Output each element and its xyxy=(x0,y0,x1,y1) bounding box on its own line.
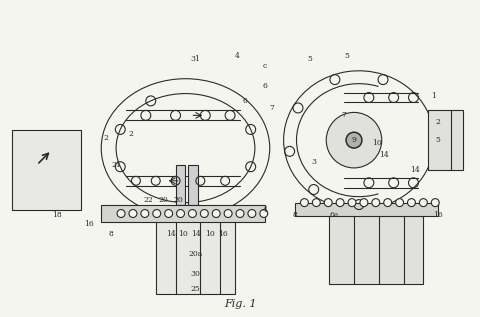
Text: 16: 16 xyxy=(433,210,443,218)
Text: 4: 4 xyxy=(263,205,267,214)
Circle shape xyxy=(408,199,416,207)
Text: 16: 16 xyxy=(84,220,94,229)
Text: 5: 5 xyxy=(307,55,312,63)
Text: 16: 16 xyxy=(218,230,228,238)
Text: 10: 10 xyxy=(205,230,215,238)
Circle shape xyxy=(129,210,137,217)
Text: 2: 2 xyxy=(104,134,108,142)
Circle shape xyxy=(346,132,362,148)
Bar xyxy=(12,130,82,210)
Bar xyxy=(428,110,463,170)
Circle shape xyxy=(360,199,368,207)
Circle shape xyxy=(117,210,125,217)
Text: 10: 10 xyxy=(372,139,382,147)
Text: 20: 20 xyxy=(159,196,168,204)
Bar xyxy=(156,215,235,294)
Circle shape xyxy=(189,210,196,217)
Text: 31: 31 xyxy=(191,55,200,63)
Circle shape xyxy=(336,199,344,207)
Circle shape xyxy=(420,199,427,207)
Text: 2: 2 xyxy=(129,130,133,138)
Text: 7: 7 xyxy=(342,111,347,120)
Circle shape xyxy=(236,210,244,217)
Circle shape xyxy=(224,210,232,217)
Bar xyxy=(189,165,198,204)
Text: 30: 30 xyxy=(191,270,200,278)
Bar xyxy=(101,204,265,223)
Circle shape xyxy=(260,210,268,217)
Text: 4: 4 xyxy=(235,52,240,60)
Text: 6a: 6a xyxy=(329,210,338,218)
Text: 18: 18 xyxy=(52,210,61,218)
Text: 10: 10 xyxy=(179,230,188,238)
Circle shape xyxy=(165,210,173,217)
Text: 20: 20 xyxy=(174,196,183,204)
Text: 9: 9 xyxy=(351,136,357,144)
Text: 6: 6 xyxy=(242,96,247,105)
Text: 20a: 20a xyxy=(188,250,203,258)
Circle shape xyxy=(212,210,220,217)
Text: 6: 6 xyxy=(263,82,267,90)
Circle shape xyxy=(384,199,392,207)
Bar xyxy=(176,165,185,204)
Circle shape xyxy=(248,210,256,217)
Text: 14: 14 xyxy=(166,230,176,238)
Circle shape xyxy=(141,210,149,217)
Circle shape xyxy=(348,199,356,207)
Text: 22: 22 xyxy=(144,196,154,204)
Text: 14: 14 xyxy=(410,166,420,174)
Circle shape xyxy=(324,199,332,207)
Bar xyxy=(295,203,438,217)
Circle shape xyxy=(326,113,382,168)
Circle shape xyxy=(177,210,184,217)
Text: 2: 2 xyxy=(436,118,441,126)
Text: 5: 5 xyxy=(436,136,441,144)
Text: 7: 7 xyxy=(269,104,274,113)
Text: 1: 1 xyxy=(431,92,436,100)
Circle shape xyxy=(200,210,208,217)
Text: c: c xyxy=(263,62,267,70)
Circle shape xyxy=(300,199,308,207)
Text: 8: 8 xyxy=(108,230,114,238)
Text: 14: 14 xyxy=(192,230,201,238)
Text: 3: 3 xyxy=(312,158,317,166)
Text: 8: 8 xyxy=(292,210,297,218)
Circle shape xyxy=(153,210,161,217)
Text: 25: 25 xyxy=(191,285,200,293)
Text: 21: 21 xyxy=(111,161,121,169)
Text: Fig. 1: Fig. 1 xyxy=(224,299,256,309)
Bar xyxy=(329,210,423,284)
Circle shape xyxy=(396,199,404,207)
Circle shape xyxy=(432,199,439,207)
Text: 14: 14 xyxy=(379,151,389,159)
Circle shape xyxy=(372,199,380,207)
Text: 5: 5 xyxy=(345,52,349,60)
Circle shape xyxy=(312,199,320,207)
